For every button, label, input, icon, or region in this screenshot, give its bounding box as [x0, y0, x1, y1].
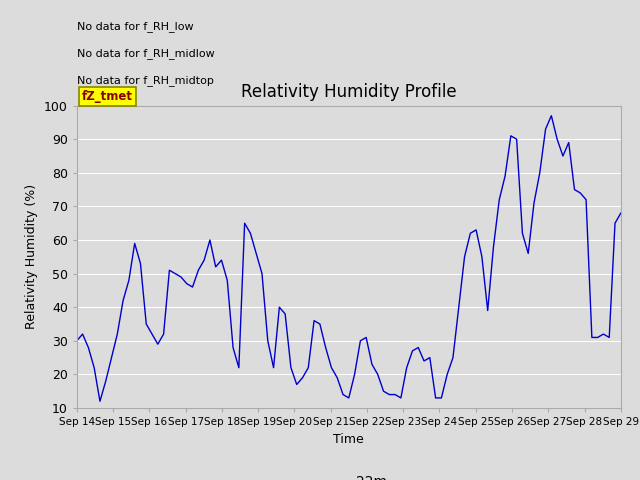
Text: fZ_tmet: fZ_tmet — [82, 90, 133, 103]
Text: No data for f_RH_midtop: No data for f_RH_midtop — [77, 75, 214, 86]
X-axis label: Time: Time — [333, 432, 364, 445]
Text: No data for f_RH_low: No data for f_RH_low — [77, 21, 193, 32]
Text: No data for f_RH_midlow: No data for f_RH_midlow — [77, 48, 214, 59]
Y-axis label: Relativity Humidity (%): Relativity Humidity (%) — [26, 184, 38, 329]
Legend: 22m: 22m — [305, 469, 393, 480]
Title: Relativity Humidity Profile: Relativity Humidity Profile — [241, 83, 456, 101]
